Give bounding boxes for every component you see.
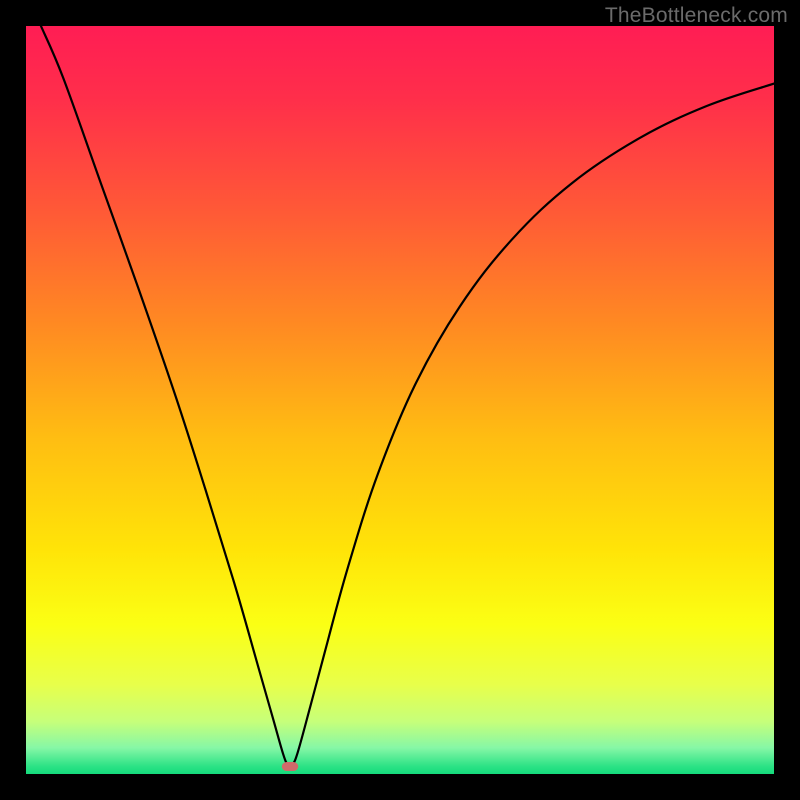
chart-background [26, 26, 774, 774]
watermark-text: TheBottleneck.com [605, 4, 788, 28]
chart-frame: TheBottleneck.com [0, 0, 800, 800]
optimal-point-marker [282, 762, 298, 771]
bottleneck-chart-svg [26, 26, 774, 774]
plot-area [26, 26, 774, 774]
